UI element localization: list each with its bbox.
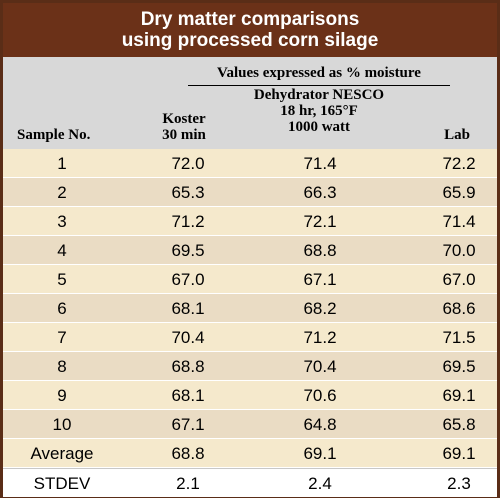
cell-koster: 65.3	[171, 183, 205, 202]
cell-lab: 71.5	[442, 328, 476, 347]
cell-lab: 71.4	[442, 212, 476, 231]
table-row: 10 67.1 64.8 65.8	[3, 410, 497, 439]
cell-sample: 7	[57, 328, 67, 347]
cell-koster: 68.1	[171, 299, 205, 318]
cell-dehydrator: 68.8	[303, 241, 337, 260]
cell-dehydrator: 66.3	[303, 183, 337, 202]
cell-lab: 2.3	[447, 474, 471, 493]
table-row: 3 71.2 72.1 71.4	[3, 207, 497, 236]
cell-dehydrator: 70.4	[303, 357, 337, 376]
cell-koster: 70.4	[171, 328, 205, 347]
table-row-stdev: STDEV 2.1 2.4 2.3	[3, 468, 497, 497]
cell-sample: STDEV	[33, 474, 91, 493]
table-row-average: Average 68.8 69.1 69.1	[3, 439, 497, 468]
cell-lab: 69.5	[442, 357, 476, 376]
cell-sample: 9	[57, 386, 67, 405]
cell-lab: 65.9	[442, 183, 476, 202]
cell-lab: 69.1	[442, 444, 476, 463]
cell-koster: 67.0	[171, 270, 205, 289]
header-koster-line2: 30 min	[162, 127, 206, 143]
cell-koster: 68.8	[171, 444, 205, 463]
cell-koster: 2.1	[176, 474, 200, 493]
table-header: Values expressed as % moisture Sample No…	[3, 57, 497, 149]
table-row: 1 72.0 71.4 72.2	[3, 149, 497, 178]
table-body: 1 72.0 71.4 72.2 2 65.3 66.3 65.9 3 71.2…	[3, 149, 497, 497]
cell-dehydrator: 64.8	[303, 415, 337, 434]
header-dehyd-line3: 1000 watt	[287, 119, 351, 135]
table-row: 9 68.1 70.6 69.1	[3, 381, 497, 410]
cell-dehydrator: 72.1	[303, 212, 337, 231]
cell-koster: 69.5	[171, 241, 205, 260]
cell-koster: 68.1	[171, 386, 205, 405]
title-line-2: using processed corn silage	[121, 30, 379, 51]
cell-lab: 67.0	[442, 270, 476, 289]
header-sample-no: Sample No.	[17, 127, 91, 143]
cell-koster: 72.0	[171, 154, 205, 173]
values-group-label: Values expressed as % moisture	[188, 65, 450, 86]
table-row: 4 69.5 68.8 70.0	[3, 236, 497, 265]
cell-dehydrator: 70.6	[303, 386, 337, 405]
cell-sample: 8	[57, 357, 67, 376]
cell-sample: 10	[52, 415, 72, 434]
cell-lab: 72.2	[442, 154, 476, 173]
cell-dehydrator: 2.4	[308, 474, 332, 493]
table-row: 8 68.8 70.4 69.5	[3, 352, 497, 381]
header-koster: Koster 30 min	[149, 111, 219, 143]
table-row: 7 70.4 71.2 71.5	[3, 323, 497, 352]
table-title: Dry matter comparisons using processed c…	[3, 3, 497, 57]
cell-lab: 69.1	[442, 386, 476, 405]
cell-dehydrator: 67.1	[303, 270, 337, 289]
cell-sample: 1	[57, 154, 67, 173]
table-row: 6 68.1 68.2 68.6	[3, 294, 497, 323]
table-row: 2 65.3 66.3 65.9	[3, 178, 497, 207]
cell-sample: Average	[30, 444, 94, 463]
cell-koster: 67.1	[171, 415, 205, 434]
header-dehyd-line1: Dehydrator NESCO	[253, 87, 385, 103]
title-line-1: Dry matter comparisons	[140, 9, 360, 30]
header-lab: Lab	[444, 127, 470, 143]
cell-dehydrator: 71.4	[303, 154, 337, 173]
cell-dehydrator: 68.2	[303, 299, 337, 318]
cell-sample: 2	[57, 183, 67, 202]
header-koster-line1: Koster	[162, 111, 206, 127]
cell-dehydrator: 71.2	[303, 328, 337, 347]
cell-lab: 70.0	[442, 241, 476, 260]
cell-koster: 68.8	[171, 357, 205, 376]
cell-dehydrator: 69.1	[303, 444, 337, 463]
cell-lab: 65.8	[442, 415, 476, 434]
cell-koster: 71.2	[171, 212, 205, 231]
table-row: 5 67.0 67.1 67.0	[3, 265, 497, 294]
header-dehydrator: Dehydrator NESCO 18 hr, 165°F 1000 watt	[239, 87, 399, 135]
cell-sample: 4	[57, 241, 67, 260]
cell-lab: 68.6	[442, 299, 476, 318]
cell-sample: 3	[57, 212, 67, 231]
cell-sample: 5	[57, 270, 67, 289]
cell-sample: 6	[57, 299, 67, 318]
header-dehyd-line2: 18 hr, 165°F	[280, 103, 358, 119]
